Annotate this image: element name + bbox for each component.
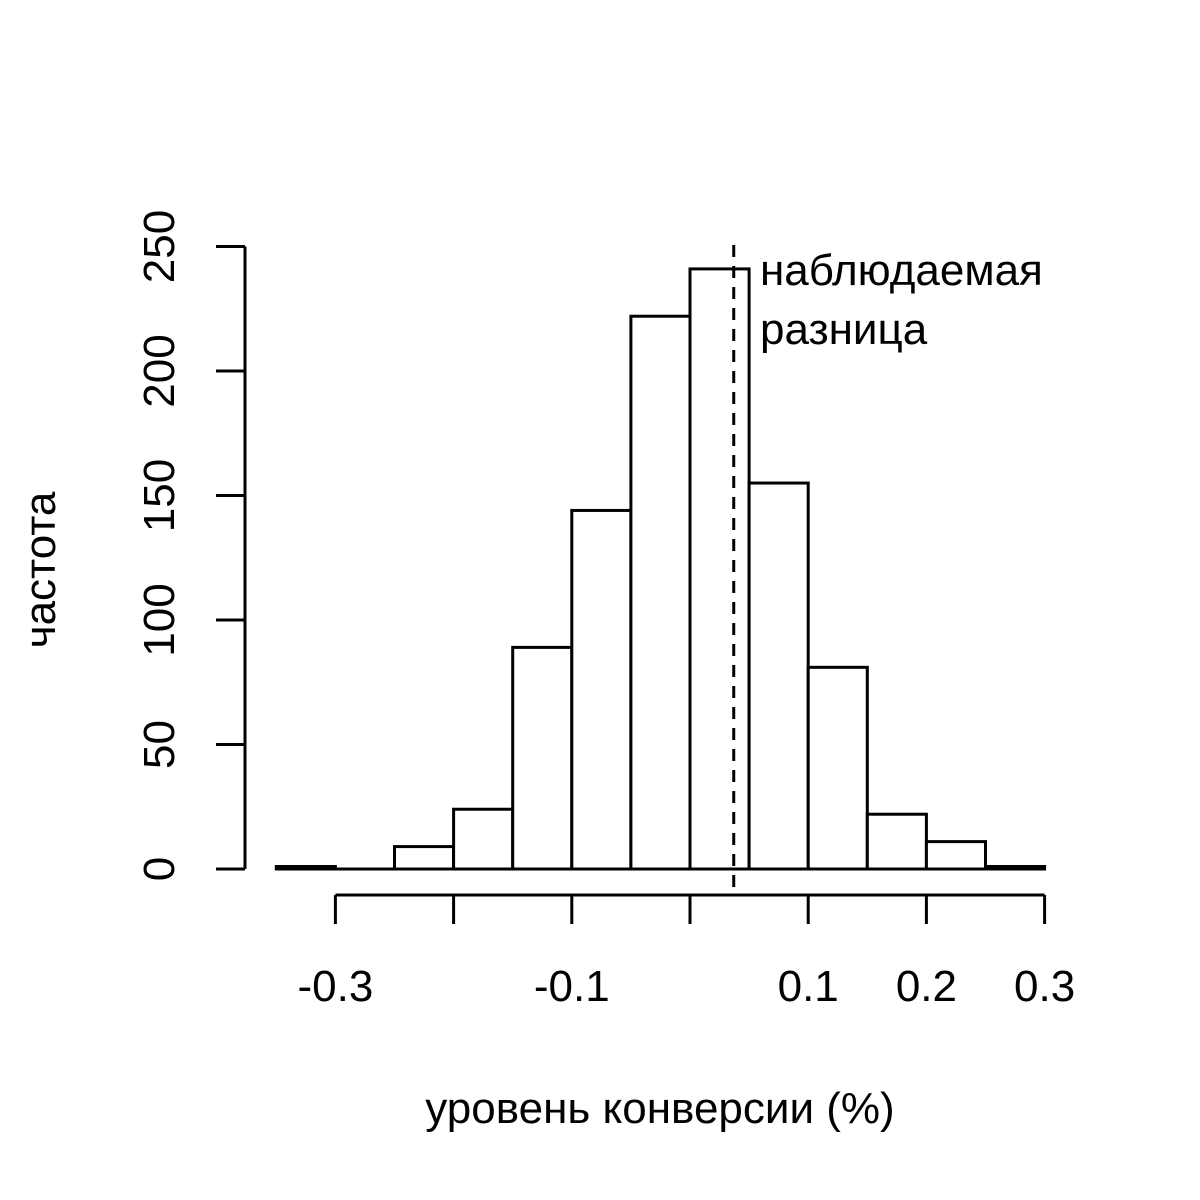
- y-tick-label: 150: [135, 459, 184, 532]
- histogram-bar: [511, 645, 574, 871]
- y-axis: 0 50 100 150 200 250: [135, 210, 247, 881]
- histogram-bar: [747, 481, 810, 871]
- observed-difference-annotation: наблюдаемая разница: [760, 246, 1043, 354]
- histogram-bar: [806, 665, 869, 871]
- x-tick-label: -0.1: [534, 962, 610, 1011]
- histogram-bar: [688, 267, 751, 871]
- histogram-bar: [570, 508, 633, 871]
- x-axis-title: уровень конверсии (%): [425, 1084, 894, 1133]
- annotation-line-2: разница: [760, 305, 928, 354]
- x-tick-label: 0.1: [778, 962, 839, 1011]
- histogram-bar: [452, 807, 515, 871]
- y-tick-label: 100: [135, 583, 184, 656]
- histogram-bar: [393, 845, 456, 871]
- histogram-bars: [274, 267, 1047, 871]
- y-tick-label: 0: [135, 857, 184, 881]
- y-tick-label: 200: [135, 334, 184, 407]
- y-tick-label: 50: [135, 720, 184, 769]
- x-axis: -0.3 -0.1 0.1 0.2 0.3: [297, 893, 1075, 1011]
- x-tick-label: 0.2: [896, 962, 957, 1011]
- y-axis-title: частота: [16, 491, 65, 648]
- y-tick-label: 250: [135, 210, 184, 283]
- x-tick-label: -0.3: [297, 962, 373, 1011]
- x-tick-label: 0.3: [1014, 962, 1075, 1011]
- annotation-line-1: наблюдаемая: [760, 246, 1043, 295]
- histogram-bar: [629, 314, 692, 871]
- histogram-bar: [865, 812, 928, 871]
- histogram-bar: [924, 840, 988, 871]
